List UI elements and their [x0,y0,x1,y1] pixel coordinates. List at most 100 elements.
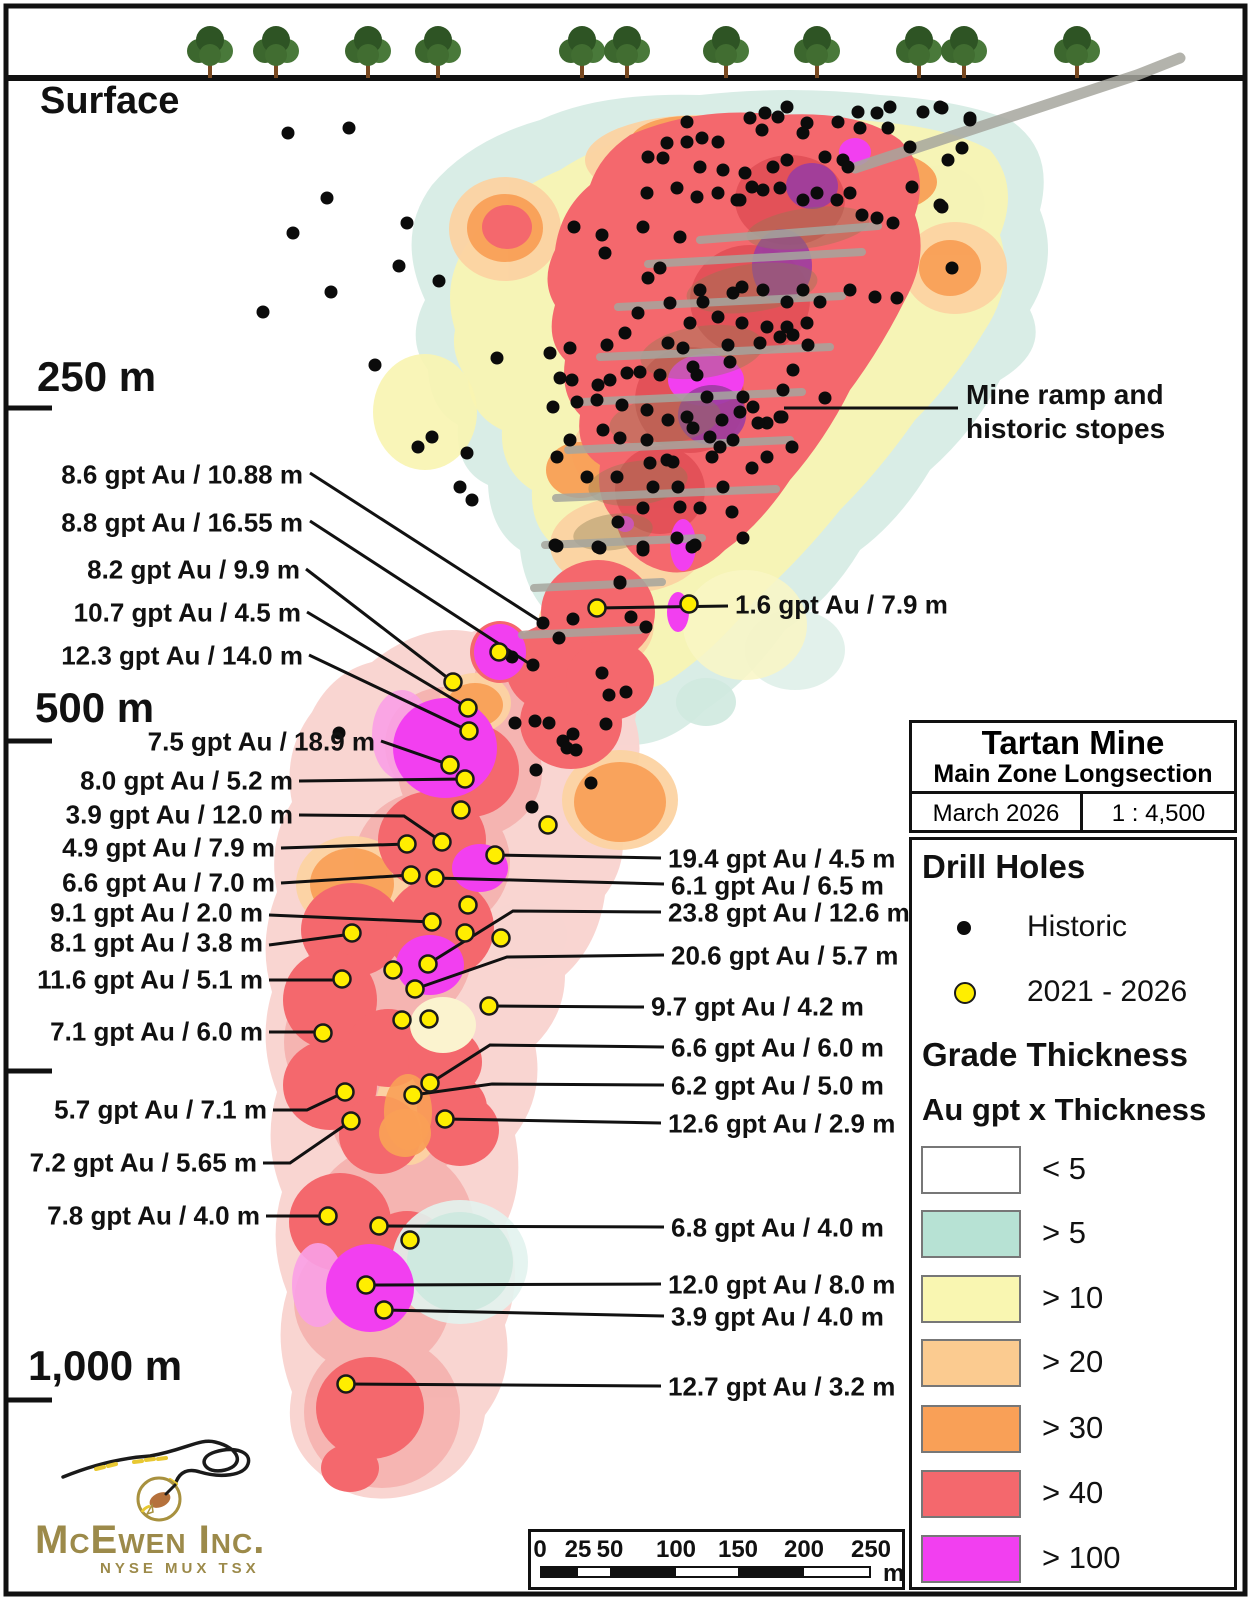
historic-drill-hole [508,716,522,730]
historic-drill-hole [703,430,717,444]
historic-drill-hole [680,135,694,149]
historic-drill-hole [883,100,897,114]
historic-drill-hole [465,493,479,507]
grade-annotation: 3.9 gpt Au / 12.0 m [65,799,293,830]
mcewen-logo-lasso [61,1439,251,1522]
grade-annotation: 12.6 gpt Au / 2.9 m [668,1108,896,1139]
trees-row [187,26,1100,78]
recent-drill-hole [400,1230,420,1250]
scale-bar-segment [738,1566,804,1578]
historic-drill-hole [818,150,832,164]
recent-drill-hole [405,979,425,999]
historic-drill-hole [711,135,725,149]
historic-dot-icon [957,921,971,935]
historic-drill-hole [800,316,814,330]
historic-drill-hole [713,440,727,454]
grade-annotation: 1.6 gpt Au / 7.9 m [735,589,948,620]
scale-bar-tick-label: 200 [783,1536,825,1563]
historic-drill-hole [636,540,650,554]
historic-drill-hole [525,800,539,814]
scale-bar: 0 25 50 100 150 200 250 m [528,1529,905,1590]
historic-drill-hole [411,440,425,454]
grade-class-label: > 100 [1042,1540,1121,1575]
historic-drill-hole [595,666,609,680]
grade-annotation: 4.9 gpt Au / 7.9 m [62,832,275,863]
recent-drill-hole [369,1216,389,1236]
historic-drill-hole [813,295,827,309]
scale-bar-tick-label: 100 [655,1536,697,1563]
historic-drill-hole [631,306,645,320]
historic-drill-hole [673,230,687,244]
historic-drill-hole [368,358,382,372]
legend-box: Drill Holes Historic 2021 - 2026 Grade T… [909,837,1237,1590]
historic-drill-hole [881,121,895,135]
historic-drill-hole [596,423,610,437]
historic-drill-hole [751,416,765,430]
grade-annotation: 12.3 gpt Au / 14.0 m [61,640,303,671]
historic-drill-hole [746,400,760,414]
legend-title-text: Tartan Mine [981,724,1165,761]
historic-drill-hole [620,366,634,380]
grade-thickness-subheader: Au gpt x Thickness [922,1092,1207,1127]
historic-drill-hole [890,291,904,305]
historic-drill-hole [600,338,614,352]
historic-drill-hole [425,430,439,444]
historic-drill-hole [641,150,655,164]
recent-label: 2021 - 2026 [1027,975,1188,1008]
grade-annotation: 23.8 gpt Au / 12.6 m [668,897,910,928]
historic-drill-hole [773,330,787,344]
recent-drill-hole [418,954,438,974]
mcewen-logo-wordmark: McEwen Inc. [35,1518,266,1562]
grade-annotation: 9.1 gpt Au / 2.0 m [50,897,263,928]
grade-annotation: 6.1 gpt Au / 6.5 m [671,870,884,901]
historic-drill-hole [392,259,406,273]
grade-class-label: < 5 [1042,1151,1086,1186]
historic-drill-hole [733,193,747,207]
historic-drill-hole [595,228,609,242]
historic-drill-hole [618,326,632,340]
recent-drill-hole [313,1023,333,1043]
historic-drill-hole [855,208,869,222]
historic-drill-hole [785,440,799,454]
historic-drill-hole [935,101,949,115]
historic-drill-hole [590,393,604,407]
scale-bar-tick-label: 50 [596,1536,624,1563]
historic-drill-hole [673,500,687,514]
historic-drill-hole [640,186,654,200]
recent-drill-hole [455,923,475,943]
historic-drill-hole [690,190,704,204]
tree-icon [187,26,233,78]
historic-drill-hole [786,328,800,342]
historic-drill-hole [342,121,356,135]
historic-drill-hole [830,193,844,207]
recent-drill-hole [341,1111,361,1131]
historic-drill-hole [693,160,707,174]
historic-drill-hole [700,390,714,404]
grade-class-swatch [921,1210,1021,1258]
grade-class-swatch [921,1339,1021,1387]
historic-drill-hole [666,455,680,469]
grade-annotation: 20.6 gpt Au / 5.7 m [671,940,899,971]
historic-drill-hole [653,261,667,275]
recent-drill-hole [458,698,478,718]
historic-drill-hole [639,620,653,634]
historic-drill-hole [736,390,750,404]
historic-drill-hole [756,183,770,197]
recent-drill-hole [383,960,403,980]
grade-annotation: 8.6 gpt Au / 10.88 m [61,459,303,490]
grade-class-label: > 10 [1042,1280,1104,1315]
tree-icon [253,26,299,78]
grade-annotation: 7.5 gpt Au / 18.9 m [147,726,375,757]
historic-drill-hole [695,131,709,145]
historic-drill-hole [660,136,674,150]
grade-thickness-header: Grade Thickness [922,1036,1188,1073]
historic-drill-hole [733,405,747,419]
historic-drill-hole [553,371,567,385]
historic-drill-hole [743,111,757,125]
grade-class-swatch [921,1275,1021,1323]
historic-drill-hole [490,351,504,365]
mcewen-exchanges: NYSE MUX TSX [100,1560,260,1577]
historic-drill-hole [619,685,633,699]
legend-title: Tartan Mine Main Zone Longsection [912,723,1234,794]
historic-drill-hole [613,431,627,445]
